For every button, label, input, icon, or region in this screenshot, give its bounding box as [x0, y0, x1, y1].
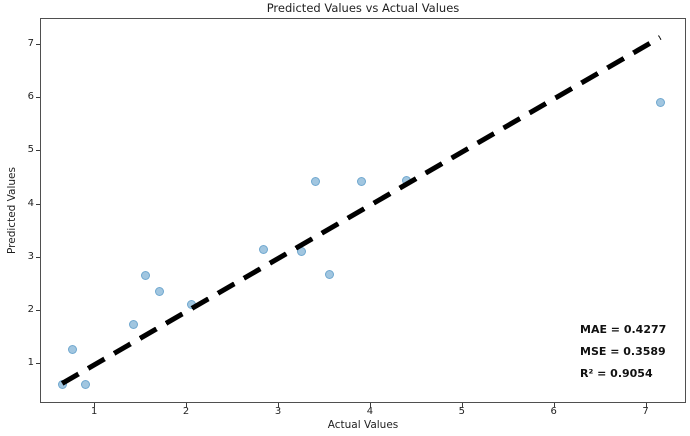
scatter-point: [129, 320, 139, 330]
y-tick-mark: [36, 150, 40, 152]
y-tick-mark: [36, 309, 40, 311]
y-tick-label: 1: [27, 357, 34, 369]
x-tick-mark: [186, 403, 188, 407]
x-tick-label: 1: [91, 406, 98, 417]
scatter-point: [141, 271, 151, 281]
x-axis-label: Actual Values: [327, 419, 399, 431]
scatter-point: [325, 270, 335, 280]
identity-dashed-line: [60, 35, 662, 386]
scatter-point: [357, 177, 367, 187]
x-tick-label: 6: [550, 406, 557, 417]
y-tick-mark: [36, 97, 40, 99]
chart-title: Predicted Values vs Actual Values: [266, 1, 460, 15]
stats-annotation: MAE = 0.4277 MSE = 0.3589 R² = 0.9054: [580, 319, 666, 385]
scatter-point: [155, 287, 165, 297]
r-squared-value: R² = 0.9054: [580, 367, 653, 380]
scatter-point: [67, 345, 77, 355]
y-tick-label: 4: [27, 197, 34, 209]
mse-value: MSE = 0.3589: [580, 345, 666, 358]
x-tick-mark: [645, 403, 647, 407]
y-tick-mark: [36, 256, 40, 258]
y-tick-mark: [36, 363, 40, 365]
y-tick-label: 6: [27, 91, 34, 103]
y-tick-label: 7: [27, 37, 34, 49]
x-tick-label: 4: [366, 406, 374, 417]
y-tick-mark: [36, 203, 40, 205]
x-tick-label: 7: [642, 406, 649, 417]
x-tick-label: 2: [182, 406, 190, 417]
scatter-point: [655, 97, 665, 107]
x-tick-mark: [553, 403, 555, 407]
x-tick-mark: [461, 403, 463, 407]
x-tick-mark: [369, 403, 371, 407]
y-axis-label: Predicted Values: [6, 167, 18, 254]
plot-area: [40, 18, 686, 403]
x-tick-label: 3: [274, 406, 282, 417]
scatter-point: [80, 380, 90, 390]
mae-value: MAE = 0.4277: [580, 323, 667, 336]
scatter-point: [311, 177, 321, 187]
x-tick-label: 5: [458, 406, 465, 417]
y-tick-label: 3: [27, 250, 34, 262]
y-tick-label: 2: [27, 303, 34, 315]
y-tick-mark: [36, 44, 40, 46]
scatter-point: [297, 246, 307, 256]
scatter-point: [258, 245, 268, 255]
y-tick-label: 5: [27, 144, 34, 156]
x-tick-mark: [94, 403, 96, 407]
x-tick-mark: [278, 403, 279, 407]
